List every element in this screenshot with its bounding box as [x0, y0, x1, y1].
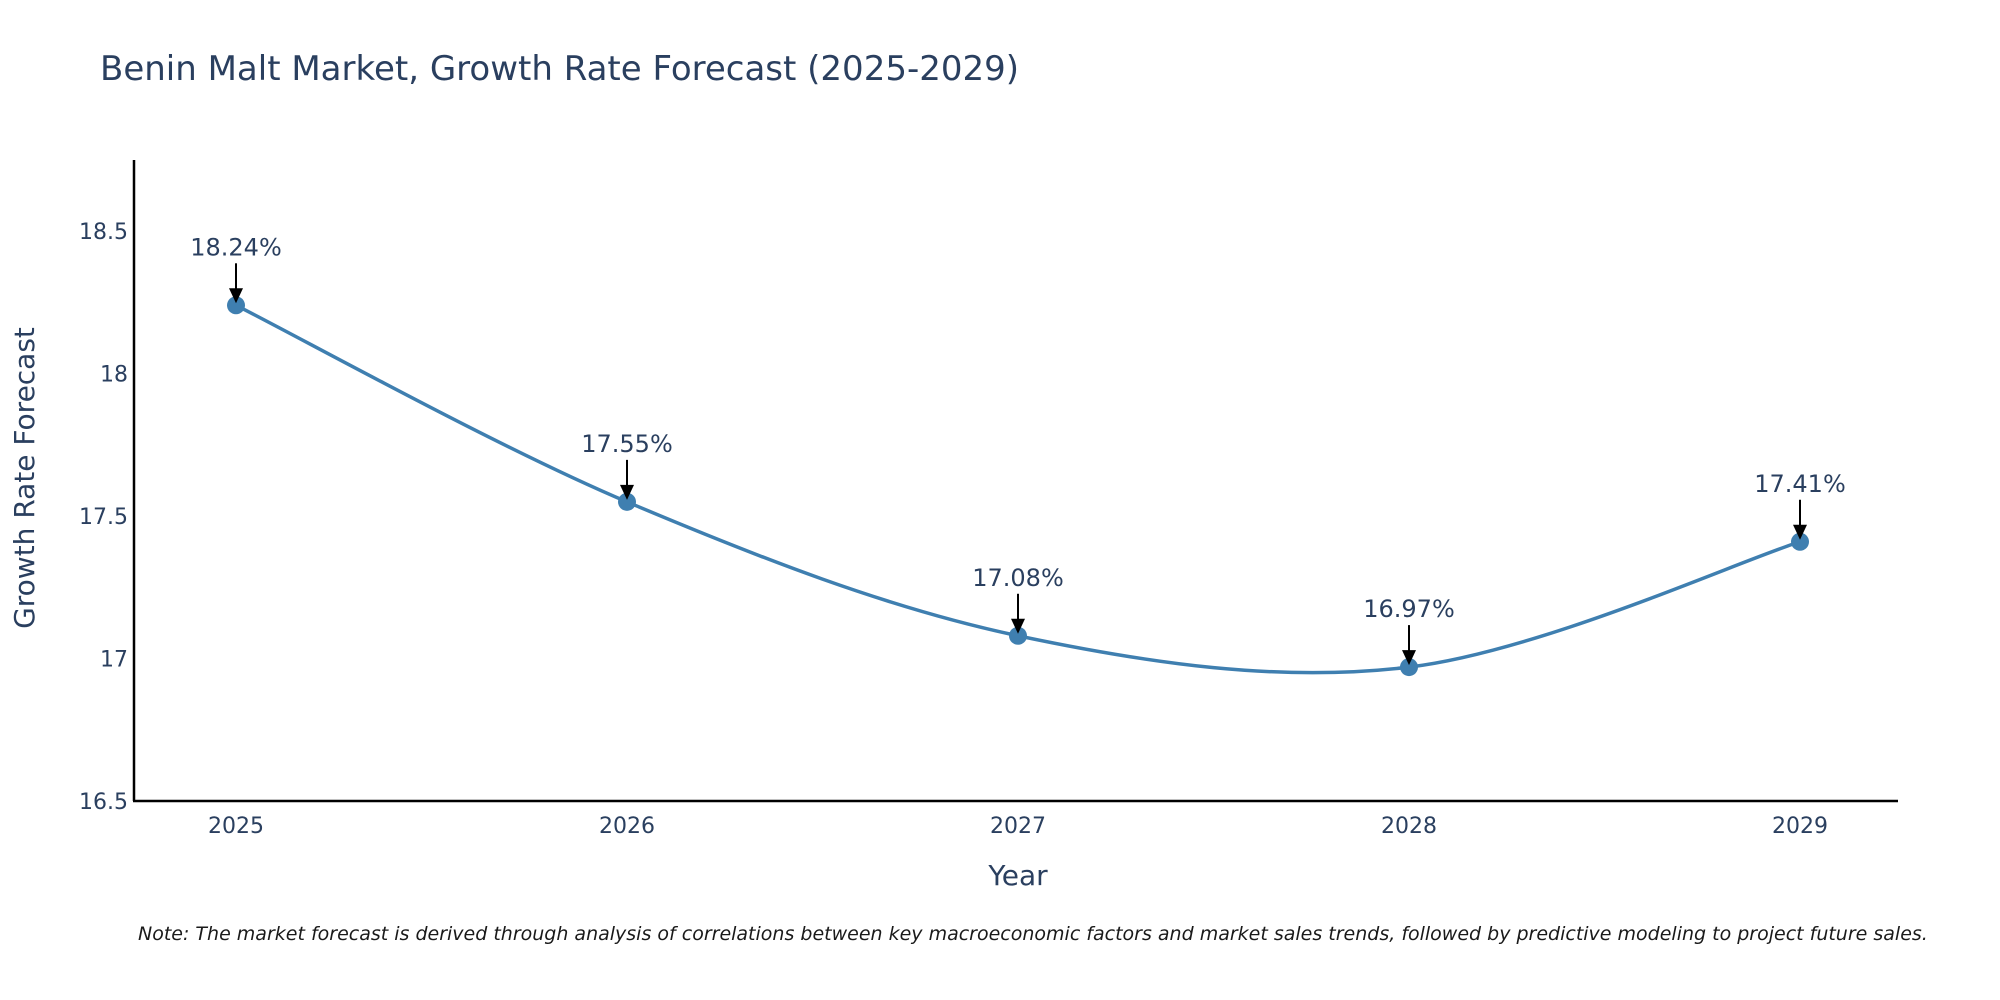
y-tick-label: 17: [100, 648, 128, 673]
x-axis-ticks: 2025 2026 2027 2028 2029: [208, 814, 1828, 839]
y-axis-ticks: 16.5 17 17.5 18 18.5: [79, 220, 128, 815]
data-label: 18.24%: [190, 233, 282, 261]
y-tick-label: 17.5: [79, 505, 128, 530]
data-point[interactable]: [618, 492, 636, 511]
data-label: 16.97%: [1363, 595, 1455, 623]
x-tick-label: 2028: [1381, 814, 1437, 839]
data-point[interactable]: [227, 296, 245, 315]
x-tick-label: 2025: [208, 814, 264, 839]
y-axis-title: Growth Rate Forecast: [8, 327, 41, 629]
x-tick-label: 2027: [990, 814, 1046, 839]
annotation-arrowhead: [1402, 650, 1416, 666]
data-label: 17.55%: [581, 430, 673, 458]
y-tick-label: 16.5: [79, 790, 128, 815]
data-label: 17.41%: [1754, 470, 1846, 498]
chart-title: Benin Malt Market, Growth Rate Forecast …: [100, 49, 1019, 89]
data-label: 17.08%: [972, 564, 1064, 592]
annotation-arrowhead: [1011, 618, 1025, 634]
footnote: Note: The market forecast is derived thr…: [138, 923, 1928, 945]
x-axis-title: Year: [987, 859, 1048, 892]
data-point[interactable]: [1400, 658, 1418, 677]
data-point[interactable]: [1009, 626, 1027, 645]
annotation-arrowhead: [229, 288, 243, 304]
annotation-arrowhead: [1793, 524, 1807, 540]
y-tick-label: 18: [100, 363, 128, 388]
x-tick-label: 2029: [1772, 814, 1828, 839]
data-point[interactable]: [1791, 532, 1809, 551]
annotation-arrowhead: [620, 484, 634, 500]
x-tick-label: 2026: [599, 814, 655, 839]
plot-area: 18.24% 17.55% 17.08% 16.97% 17.41%: [190, 233, 1846, 677]
y-tick-label: 18.5: [79, 220, 128, 245]
